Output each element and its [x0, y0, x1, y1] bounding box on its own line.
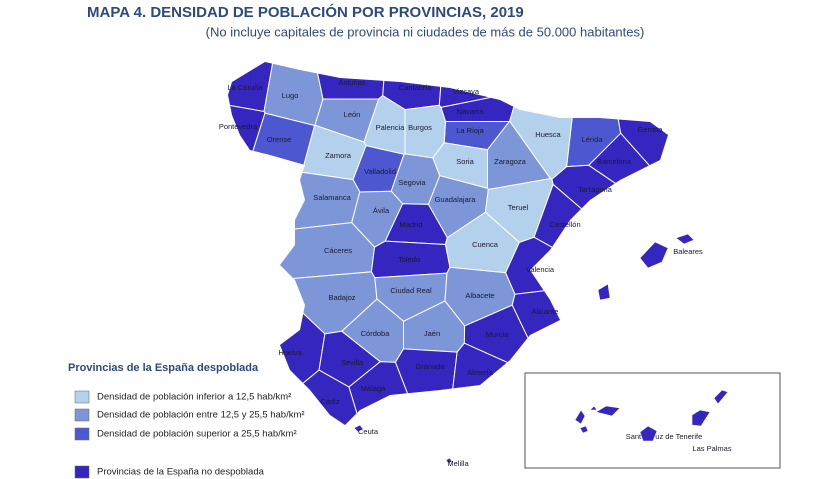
province-label: Gerona: [637, 125, 663, 134]
province-label: Salamanca: [313, 193, 351, 202]
legend-swatch: [74, 390, 90, 404]
legend-swatch: [74, 427, 90, 441]
province-label: Segovia: [398, 178, 426, 187]
province-label: Guadalajara: [435, 195, 477, 204]
title: MAPA 4. DENSIDAD DE POBLACIÓN POR PROVIN…: [87, 3, 524, 21]
province-label: Cáceres: [324, 246, 352, 255]
legend-title: Provincias de la España despoblada: [68, 362, 259, 374]
province-label: Orense: [267, 135, 292, 144]
province-label: Toledo: [398, 255, 420, 264]
province-label: Zaragoza: [494, 157, 527, 166]
province-label: Jaén: [424, 329, 440, 338]
legend-swatch: [74, 465, 90, 479]
province: [505, 236, 617, 295]
province-label: Pontevedra: [219, 122, 258, 131]
province-label: Lérida: [582, 135, 604, 144]
province-label: Lugo: [282, 91, 299, 100]
province: [310, 62, 388, 100]
province-label: Badajoz: [328, 293, 355, 302]
legend-label: Densidad de población inferior a 12,5 ha…: [97, 392, 291, 403]
island-label: Baleares: [673, 247, 703, 256]
province-label: Soria: [456, 157, 474, 166]
province-labels: La Coruña Lugo Asturias Cantabria Vizcaya Nav…: [219, 78, 664, 406]
province-label: Albacete: [465, 291, 494, 300]
province-label: Palencia: [376, 123, 406, 132]
province-label: Sevilla: [341, 358, 364, 367]
province-label: Cádiz: [320, 397, 339, 406]
islands: Baleares Ceuta Melilla Santa Cruz de Teneri…: [353, 233, 732, 468]
island: [579, 425, 589, 434]
island-label: Ceuta: [358, 427, 379, 436]
island: [639, 425, 658, 442]
island: [675, 233, 695, 245]
island: [639, 241, 669, 269]
province-label: Alicante: [532, 307, 559, 316]
province: [263, 62, 324, 127]
province-label: León: [344, 110, 361, 119]
island-label: Melilla: [447, 459, 469, 468]
province: [533, 183, 668, 300]
province-label: Valladolid: [364, 167, 396, 176]
island: [589, 405, 598, 411]
province-label: Asturias: [338, 78, 365, 87]
legend-label: Provincias de la España no despoblada: [97, 467, 265, 478]
province-label: Castellón: [549, 220, 580, 229]
canarias-box: [524, 372, 781, 469]
province-label: Burgos: [408, 123, 432, 132]
province-label: Huelva: [278, 348, 302, 357]
province-label: La Coruña: [227, 83, 263, 92]
province-label: Zamora: [325, 151, 352, 160]
island-label: Las Palmas: [692, 444, 731, 453]
island: [597, 283, 611, 301]
province-label: Barcelona: [597, 157, 632, 166]
province-label: Ávila: [373, 206, 390, 215]
province: [551, 164, 668, 306]
legend-label: Densidad de población entre 12,5 y 25,5 …: [97, 410, 305, 421]
island: [595, 405, 621, 417]
island: [574, 409, 586, 425]
legend: Densidad de población inferior a 12,5 ha…: [74, 390, 305, 479]
province: [438, 62, 547, 108]
province-label: Vizcaya: [453, 87, 480, 96]
province-label: Ciudad Real: [390, 286, 432, 295]
province: [382, 62, 445, 111]
legend-swatch: [74, 408, 90, 422]
province-label: La Rioja: [456, 126, 484, 135]
island-label: Santa Cruz de Tenerife: [626, 432, 703, 441]
island: [713, 389, 729, 405]
province-label: Málaga: [361, 384, 386, 393]
province-label: Cuenca: [472, 240, 499, 249]
province-label: Tarragona: [578, 185, 613, 194]
island: [353, 424, 364, 433]
province-label: Navarra: [457, 107, 485, 116]
province-label: Cantabria: [399, 83, 432, 92]
province-label: Granada: [415, 362, 445, 371]
legend-label: Densidad de población superior a 25,5 ha…: [97, 429, 297, 440]
province-label: Teruel: [508, 203, 529, 212]
province-label: Huesca: [535, 130, 561, 139]
province-label: Almería: [467, 368, 494, 377]
province-label: Córdoba: [361, 329, 391, 338]
island: [445, 457, 453, 464]
province-label: Valencia: [526, 265, 555, 274]
province-label: Murcia: [486, 330, 509, 339]
subtitle: (No incluye capitales de provincia ni ci…: [206, 24, 645, 39]
province: [228, 62, 278, 113]
province-label: Madrid: [400, 220, 423, 229]
island: [691, 409, 711, 427]
